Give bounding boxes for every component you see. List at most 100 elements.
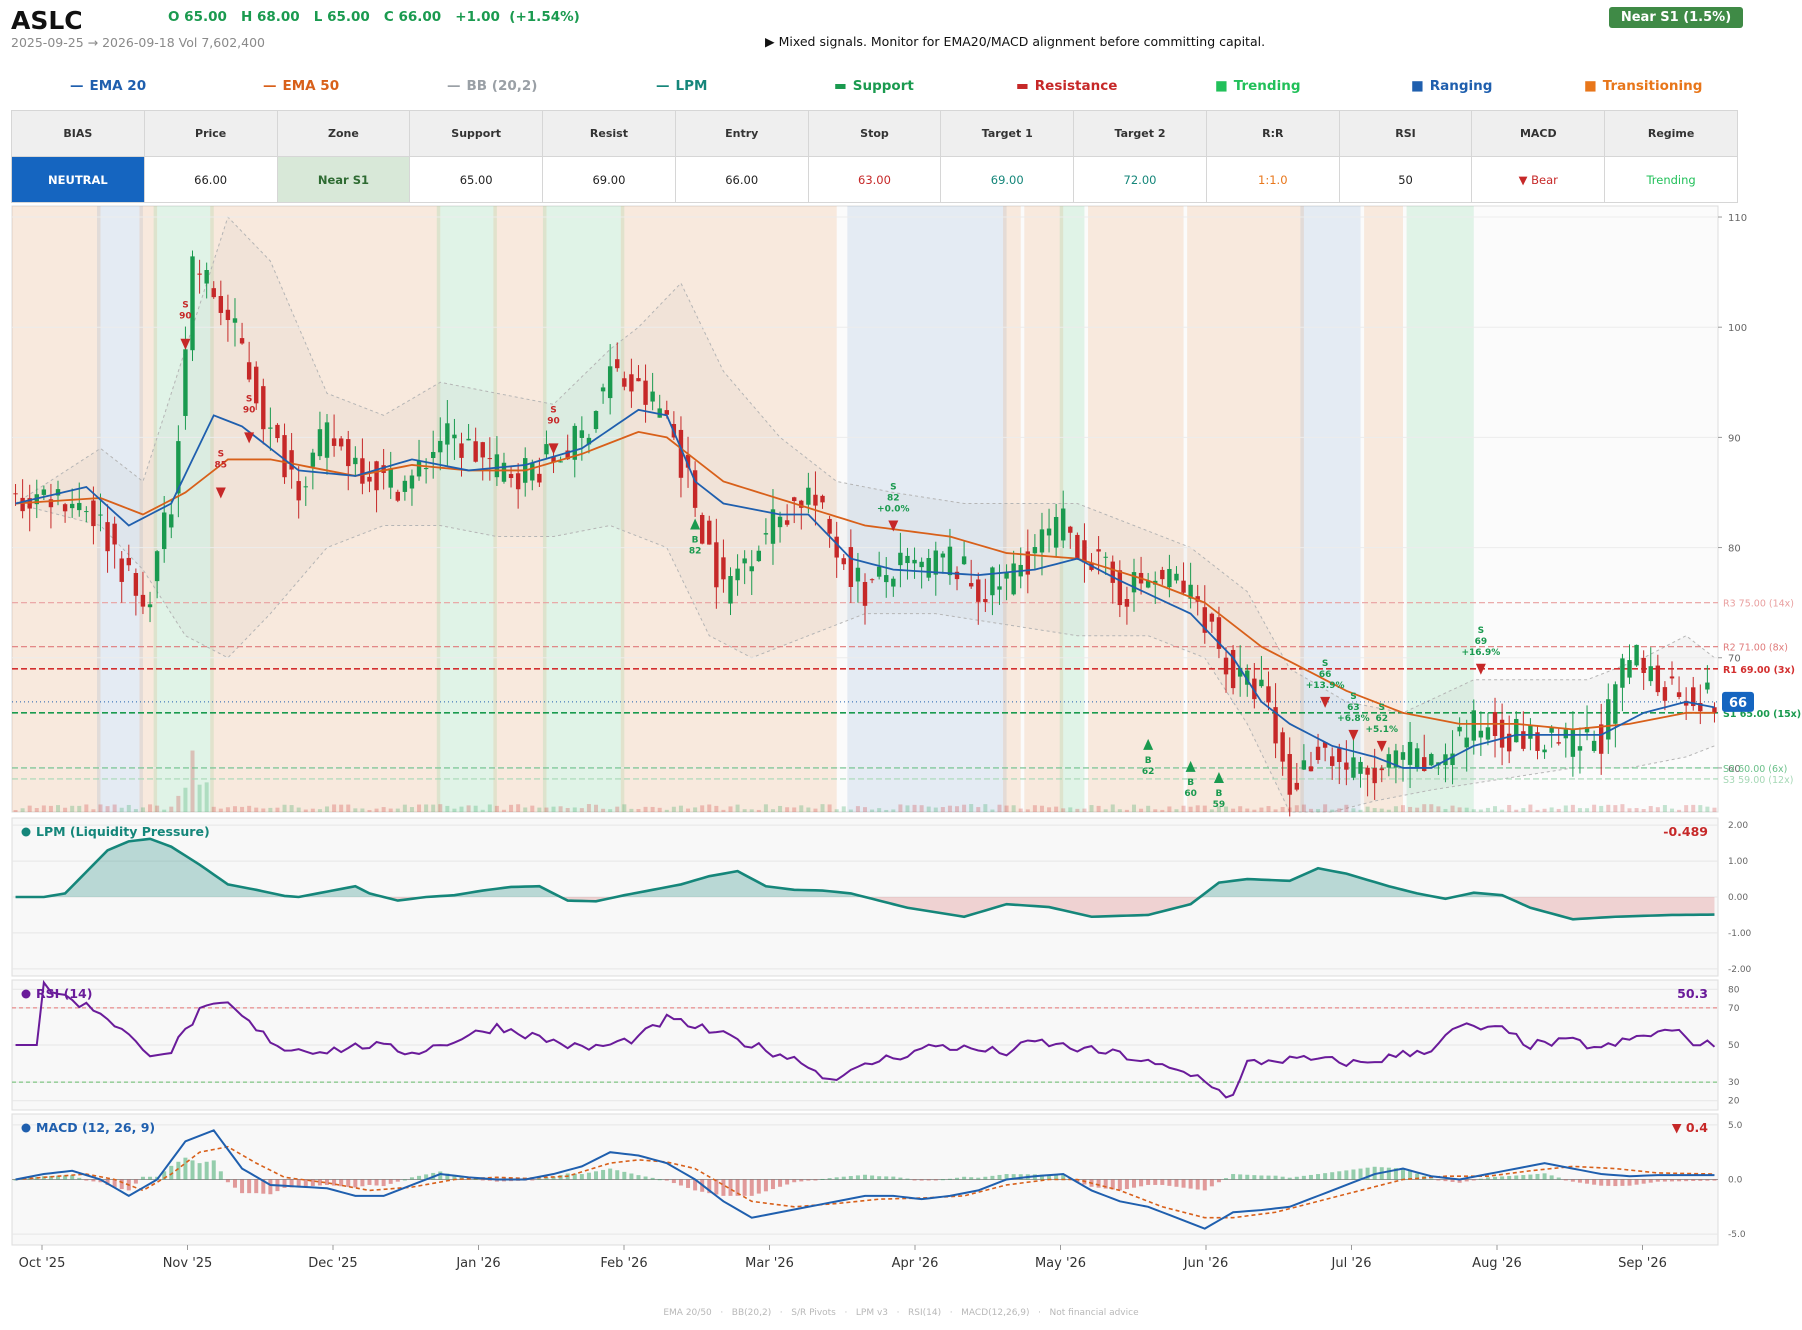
candle-body bbox=[572, 425, 577, 460]
legend-item[interactable]: ■ Transitioning bbox=[1584, 78, 1702, 94]
x-tick-label: Aug '26 bbox=[1472, 1256, 1522, 1271]
volume-bar bbox=[473, 805, 478, 812]
macd-histogram-bar bbox=[629, 1173, 634, 1180]
candle-body bbox=[197, 273, 202, 275]
macd-histogram-bar bbox=[1436, 1179, 1441, 1181]
candle bbox=[1181, 562, 1186, 596]
volume-bar bbox=[537, 807, 542, 812]
candle-body bbox=[1521, 731, 1526, 749]
chart-header: ASLC O 65.00 H 68.00 L 65.00 C 66.00 +1.… bbox=[0, 0, 1802, 60]
signal-price: 82 bbox=[887, 494, 900, 504]
candle-body bbox=[763, 533, 769, 535]
volume-bar bbox=[162, 809, 167, 812]
candle-body bbox=[834, 536, 839, 558]
legend-item[interactable]: — EMA 20 bbox=[70, 78, 146, 94]
volume-bar bbox=[105, 806, 110, 812]
macd-histogram-bar bbox=[317, 1179, 322, 1186]
candle-body bbox=[891, 578, 896, 587]
lpm-line bbox=[15, 837, 1715, 921]
candle bbox=[430, 430, 436, 479]
candle bbox=[1082, 523, 1087, 583]
macd-histogram-bar bbox=[841, 1176, 846, 1180]
volume-bar bbox=[1146, 805, 1151, 812]
candle bbox=[1223, 647, 1229, 693]
volume-bar bbox=[56, 805, 61, 812]
sell-arrow-icon bbox=[1376, 740, 1387, 752]
macd-histogram-bar bbox=[494, 1179, 499, 1182]
volume-bar bbox=[501, 809, 506, 812]
volume-bar bbox=[119, 807, 124, 812]
sell-arrow-icon bbox=[215, 487, 226, 499]
volume-bar bbox=[756, 809, 761, 812]
signal-price: 90 bbox=[547, 416, 560, 426]
candle bbox=[20, 479, 25, 519]
volume-bar bbox=[848, 809, 853, 812]
candle bbox=[360, 438, 365, 495]
candle bbox=[1167, 554, 1172, 598]
macd-histogram-bar bbox=[806, 1179, 811, 1181]
legend-item[interactable]: ▬ Support bbox=[834, 78, 914, 94]
signal-price: 82 bbox=[689, 547, 702, 557]
rsi-panel-tick-label: 50 bbox=[1728, 1041, 1740, 1051]
volume-bar bbox=[48, 805, 53, 812]
candle bbox=[1025, 529, 1031, 594]
legend-item[interactable]: — LPM bbox=[656, 78, 707, 94]
macd-histogram-bar bbox=[473, 1178, 478, 1180]
candle-body bbox=[232, 318, 238, 323]
candle-body bbox=[983, 599, 988, 603]
candle bbox=[1075, 532, 1080, 560]
candle-body bbox=[1450, 753, 1455, 766]
volume-bar bbox=[1238, 806, 1243, 812]
volume-bar bbox=[112, 804, 117, 812]
candle bbox=[381, 448, 386, 490]
candle bbox=[1209, 612, 1215, 633]
regime-band bbox=[1088, 206, 1184, 812]
candle-body bbox=[367, 476, 372, 482]
volume-bar bbox=[1669, 808, 1674, 812]
candle bbox=[218, 280, 224, 326]
macd-histogram-bar bbox=[785, 1179, 790, 1185]
volume-bar bbox=[247, 805, 252, 812]
legend-item[interactable]: — EMA 50 bbox=[263, 78, 339, 94]
macd-histogram-bar bbox=[848, 1176, 853, 1180]
volume-bar bbox=[615, 806, 620, 812]
macd-histogram-bar bbox=[232, 1179, 237, 1188]
volume-bar bbox=[827, 804, 832, 812]
volume-bar bbox=[63, 807, 68, 812]
candle-body bbox=[1145, 580, 1151, 588]
candle bbox=[1485, 712, 1491, 746]
volume-bar bbox=[1563, 805, 1568, 812]
volume-bar bbox=[1068, 807, 1073, 812]
volume-bar bbox=[990, 809, 995, 812]
legend-item[interactable]: ■ Ranging bbox=[1411, 78, 1492, 94]
regime-band bbox=[96, 206, 143, 812]
candle bbox=[239, 322, 245, 345]
macd-histogram-bar bbox=[579, 1174, 584, 1180]
candle bbox=[84, 506, 89, 523]
candle bbox=[1174, 566, 1179, 584]
volume-bar bbox=[1294, 805, 1299, 812]
candle bbox=[204, 262, 209, 299]
volume-bar bbox=[940, 807, 945, 812]
macd-histogram-bar bbox=[1585, 1179, 1590, 1184]
legend-item[interactable]: — BB (20,2) bbox=[447, 78, 537, 94]
legend-item[interactable]: ▬ Resistance bbox=[1016, 78, 1117, 94]
macd-histogram-bar bbox=[261, 1179, 266, 1194]
candle-body bbox=[296, 481, 301, 501]
macd-histogram-bar bbox=[1252, 1175, 1257, 1180]
volume-bar bbox=[1400, 805, 1405, 812]
macd-histogram-bar bbox=[1429, 1178, 1434, 1180]
macd-histogram-bar bbox=[1273, 1175, 1278, 1180]
macd-histogram-bar bbox=[742, 1179, 747, 1196]
footer-note: EMA 20/50 · BB(20,2) · S/R Pivots · LPM … bbox=[663, 1308, 1139, 1318]
candle-body bbox=[239, 338, 245, 344]
candle-body bbox=[303, 486, 308, 488]
volume-bar bbox=[190, 750, 195, 812]
candle-body bbox=[1414, 748, 1420, 769]
candle-body bbox=[1167, 568, 1172, 588]
trade-signal: S90 bbox=[179, 301, 192, 350]
macd-histogram-bar bbox=[1160, 1179, 1165, 1185]
legend-item[interactable]: ■ Trending bbox=[1215, 78, 1300, 94]
candle bbox=[1358, 756, 1363, 788]
macd-histogram-bar bbox=[707, 1179, 712, 1194]
